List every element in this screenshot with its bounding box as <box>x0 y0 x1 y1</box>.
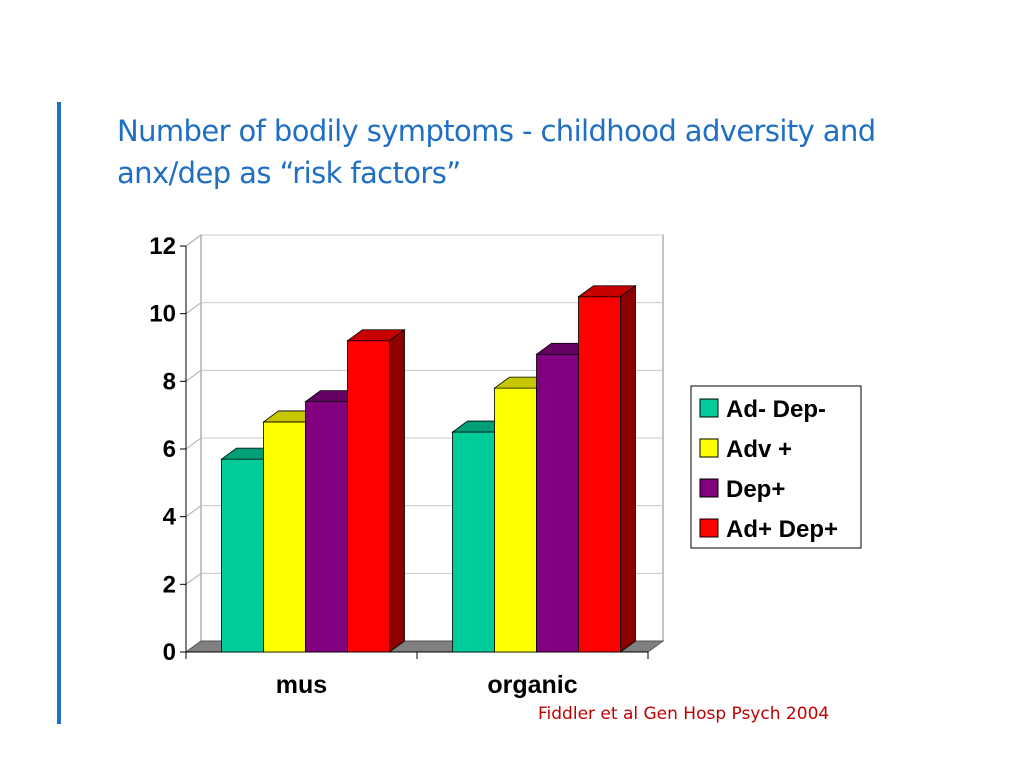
y-tick-label: 4 <box>163 504 177 531</box>
gridline-side <box>185 437 202 450</box>
gridline-side <box>185 505 202 518</box>
gridline-side <box>185 302 202 315</box>
legend-label: Adv + <box>726 436 792 463</box>
slide-title: Number of bodily symptoms - childhood ad… <box>117 110 1007 194</box>
bar <box>578 296 621 653</box>
y-tick-label: 10 <box>149 301 176 328</box>
bar <box>305 401 348 653</box>
x-tick-label: mus <box>276 671 327 699</box>
y-tick-label: 12 <box>149 233 176 260</box>
y-tick-label: 2 <box>163 571 176 598</box>
legend-label: Dep+ <box>726 476 785 503</box>
legend-swatch <box>699 398 719 418</box>
x-tick-label: organic <box>487 671 577 699</box>
bar <box>221 458 264 653</box>
bar <box>263 421 306 653</box>
y-tick-label: 0 <box>163 639 176 666</box>
bar <box>452 431 495 653</box>
legend-label: Ad+ Dep+ <box>726 516 838 543</box>
legend-swatch <box>699 438 719 458</box>
gridline-side <box>185 234 202 247</box>
slide-title-line-1: Number of bodily symptoms - childhood ad… <box>117 114 876 148</box>
gridline-side <box>185 369 202 382</box>
legend-swatch <box>699 478 719 498</box>
gridline-side <box>185 572 202 585</box>
accent-bar <box>57 102 61 724</box>
citation: Fiddler et al Gen Hosp Psych 2004 <box>538 704 830 724</box>
y-tick-label: 8 <box>163 368 176 395</box>
legend-box <box>690 385 862 549</box>
slide-title-line-2: anx/dep as “risk factors” <box>117 156 461 190</box>
bar <box>536 353 579 653</box>
bar-side <box>389 328 405 653</box>
y-tick-label: 6 <box>163 436 176 463</box>
bar <box>494 387 537 653</box>
bar <box>347 340 390 653</box>
legend-swatch <box>699 518 719 538</box>
legend-label: Ad- Dep- <box>726 396 826 423</box>
bar-side <box>620 284 636 653</box>
